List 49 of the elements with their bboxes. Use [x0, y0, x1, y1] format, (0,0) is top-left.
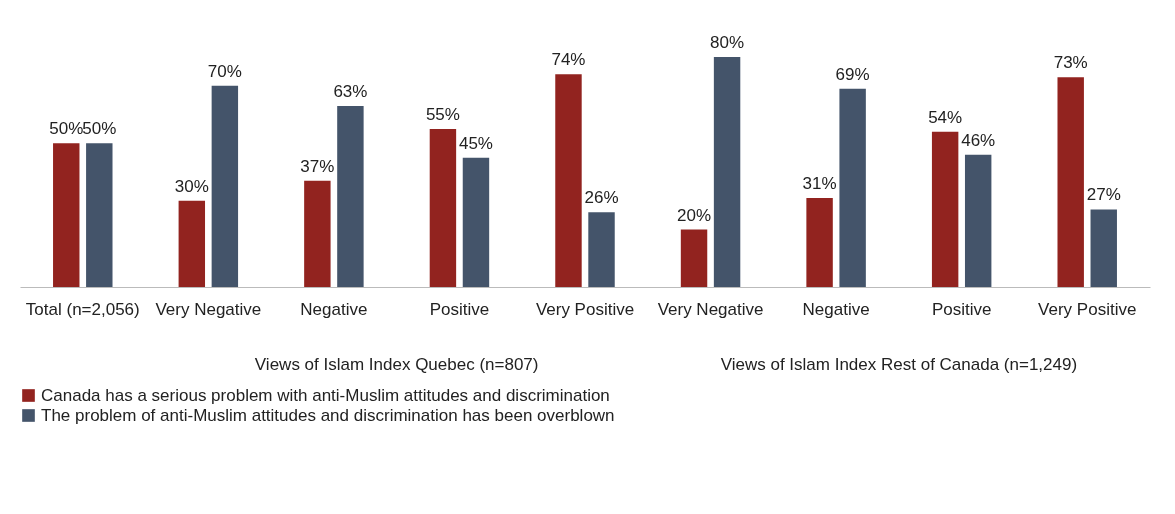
legend-label: The problem of anti-Muslim attitudes and discrimination has been overblown [41, 405, 615, 425]
data-label: 26% [584, 188, 619, 208]
data-label: 31% [802, 173, 837, 193]
bar [713, 57, 741, 287]
bar [429, 128, 457, 287]
data-label: 80% [710, 33, 745, 52]
data-label: 69% [835, 64, 870, 84]
data-label: 27% [1086, 185, 1121, 205]
x-tick-label: Very Negative [155, 299, 262, 319]
x-tick-label: Negative [300, 299, 368, 319]
bar [680, 229, 708, 287]
data-label: 20% [677, 205, 712, 225]
x-tick-label: Positive [429, 299, 490, 319]
bar [1057, 77, 1084, 287]
x-tick-label: Very Positive [535, 299, 635, 319]
data-label: 45% [458, 133, 493, 153]
data-label: 46% [961, 130, 996, 150]
text: Views of Islam Index Quebec (n=807) [254, 355, 539, 374]
bar [839, 88, 866, 287]
data-label: 30% [174, 176, 209, 196]
bar [304, 180, 331, 287]
bar [211, 85, 239, 287]
data-label: 74% [551, 50, 586, 70]
x-tick-label: Very Positive [1038, 299, 1137, 319]
bar [1090, 209, 1117, 287]
legend-label: Canada has a serious problem with anti-Muslim attitudes and discrimination [41, 385, 610, 405]
x-tick-label: Positive [931, 299, 992, 319]
data-label: 63% [333, 81, 368, 101]
bar [588, 212, 615, 287]
bar [964, 154, 992, 287]
x-tick-label: Total (n=2,056) [25, 299, 140, 319]
bar [337, 105, 364, 287]
bar [53, 143, 80, 287]
data-label: 55% [425, 104, 460, 124]
bar [806, 197, 833, 287]
data-label: 70% [207, 61, 242, 81]
x-tick-label: Very Negative [657, 299, 764, 319]
bar [462, 157, 490, 287]
data-label: 54% [928, 107, 963, 127]
data-label: 73% [1053, 53, 1088, 73]
text: Views of Islam Index Rest of Canada (n=1,249) [720, 355, 1078, 374]
x-tick-label: Negative [802, 299, 870, 319]
data-label: 50% [49, 119, 84, 139]
data-label: 37% [300, 156, 335, 176]
bar [555, 74, 582, 287]
bar [931, 131, 959, 287]
bar [86, 143, 113, 287]
bar [178, 200, 206, 287]
data-label: 50% [82, 119, 117, 139]
